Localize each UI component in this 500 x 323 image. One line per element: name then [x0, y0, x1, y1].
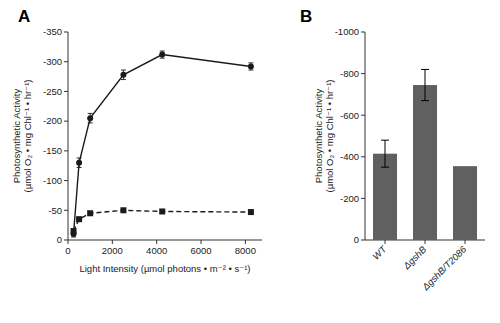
y-tick-label: -400 — [340, 151, 359, 162]
x-tick-label: ΔgshB — [400, 243, 429, 272]
marker — [159, 52, 165, 58]
y-tick — [361, 32, 365, 33]
y-tick — [361, 73, 365, 74]
marker — [120, 72, 126, 78]
error-bar — [248, 63, 253, 70]
y-axis-label: Photosynthetic Activity — [11, 88, 22, 183]
y-tick-label: -300 — [43, 56, 62, 67]
x-tick-label: 0 — [65, 245, 70, 256]
y-tick — [64, 180, 68, 181]
error-bar — [381, 140, 389, 167]
y-tick-label: -250 — [43, 86, 62, 97]
y-axis-line — [68, 32, 69, 240]
error-bar — [77, 158, 82, 168]
bar — [453, 166, 477, 240]
error-bar — [121, 70, 126, 80]
error-bar — [160, 51, 165, 58]
marker — [248, 63, 254, 69]
y-tick-label: -100 — [43, 175, 62, 186]
plot-area — [373, 85, 477, 240]
y-tick-label: -600 — [340, 110, 359, 121]
error-bar — [421, 69, 429, 100]
y-tick — [64, 61, 68, 62]
series-line — [74, 55, 251, 234]
y-tick-label: -800 — [340, 68, 359, 79]
y-axis-label: Photosynthetic Activity — [313, 88, 324, 183]
x-tick-label: 2000 — [102, 245, 123, 256]
figure: A -350 -300 -250 -200 -150 -100 -50 0 Photosynthe… — [0, 0, 500, 323]
y-tick-label: -150 — [43, 145, 62, 156]
panel-line: A -350 -300 -250 -200 -150 -100 -50 0 Photosynthe… — [11, 7, 262, 274]
y-tick — [64, 121, 68, 122]
y-axis-label: (µmol O₂ • mg Chl⁻¹ • hr⁻¹) — [324, 80, 335, 193]
x-tick — [201, 240, 202, 244]
x-tick-label: WT — [370, 243, 389, 262]
plot-area — [71, 51, 254, 237]
panel-label: B — [300, 7, 312, 26]
x-tick-label: 8000 — [235, 245, 256, 256]
panel-bar: B -1000 -800 -600 -400 -200 0 Photosynthetic Ac… — [300, 7, 485, 293]
marker — [159, 208, 165, 214]
x-tick — [385, 240, 386, 244]
marker — [71, 228, 77, 234]
x-tick-label: 4000 — [146, 245, 167, 256]
x-axis-label: Light Intensity (µmol photons • m⁻² • s⁻… — [79, 263, 250, 274]
x-tick-label: 6000 — [190, 245, 211, 256]
x-tick — [245, 240, 246, 244]
y-tick — [361, 156, 365, 157]
y-axis-label: (µmol O₂ • mg Chl⁻¹ • hr⁻¹) — [22, 80, 33, 193]
y-tick-label: -1000 — [335, 26, 359, 37]
y-tick-label: 0 — [354, 234, 359, 245]
y-tick — [64, 240, 68, 241]
x-tick — [112, 240, 113, 244]
x-tick — [68, 240, 69, 244]
error-bar — [88, 113, 93, 123]
y-tick — [64, 91, 68, 92]
y-tick-label: 0 — [57, 234, 62, 245]
y-tick-label: -200 — [43, 115, 62, 126]
y-tick — [361, 198, 365, 199]
y-tick-label: -50 — [48, 205, 62, 216]
y-tick — [64, 210, 68, 211]
marker — [87, 210, 93, 216]
marker — [76, 216, 82, 222]
marker — [76, 160, 82, 166]
panel-label: A — [18, 7, 30, 26]
x-tick — [425, 240, 426, 244]
marker — [87, 115, 93, 121]
y-axis-line — [365, 32, 366, 240]
y-tick-label: -350 — [43, 26, 62, 37]
bar — [413, 85, 437, 240]
x-tick — [465, 240, 466, 244]
y-tick — [361, 240, 365, 241]
error-bars — [381, 69, 429, 167]
x-axis-line — [68, 240, 262, 241]
y-tick — [361, 115, 365, 116]
x-tick-label: ΔgshB/T2086 — [419, 243, 469, 293]
marker — [120, 207, 126, 213]
marker — [248, 209, 254, 215]
x-tick — [156, 240, 157, 244]
y-tick-label: -200 — [340, 193, 359, 204]
y-tick — [64, 150, 68, 151]
y-tick — [64, 32, 68, 33]
